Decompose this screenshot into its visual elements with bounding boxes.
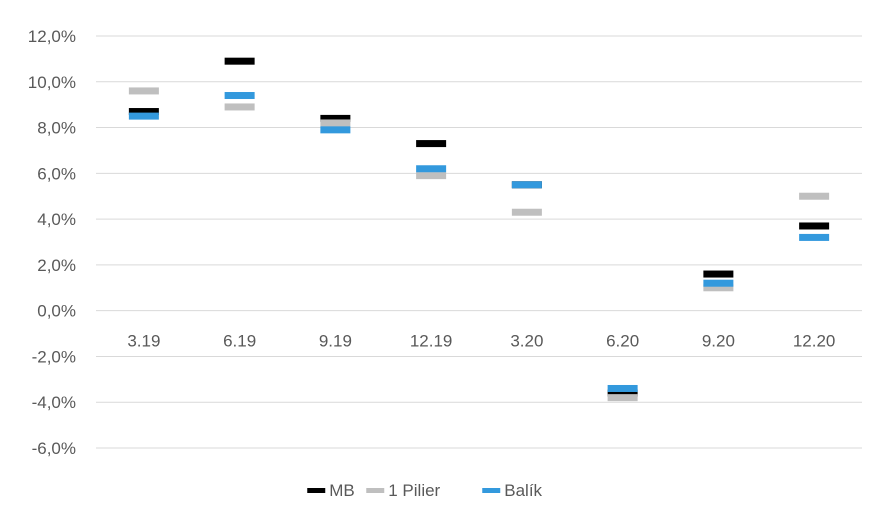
y-axis-ticks: -6,0% -4,0% -2,0% 0,0% 2,0% 4,0% 6,0% 8,0% 10,0%…	[28, 27, 76, 458]
gridlines	[96, 35, 862, 449]
marker-bal-k-2	[320, 126, 351, 134]
y-tick-label: 4,0%	[37, 210, 76, 229]
x-tick-label: 12.19	[410, 332, 453, 351]
y-tick-label: 6,0%	[37, 164, 76, 183]
x-tick-label: 6.19	[223, 332, 256, 351]
marker-bal-k-6	[703, 279, 734, 287]
marker-mb-1	[224, 57, 255, 65]
marker-bal-k-3	[416, 165, 447, 173]
marker-bal-k-4	[511, 181, 542, 189]
y-tick-label: -4,0%	[32, 393, 76, 412]
legend-label: MB	[329, 481, 355, 500]
x-tick-label: 9.20	[702, 332, 735, 351]
marker-mb-6	[703, 270, 734, 278]
y-tick-label: 8,0%	[37, 119, 76, 138]
y-tick-label: -2,0%	[32, 347, 76, 366]
y-tick-label: 12,0%	[28, 27, 76, 46]
marker-1-pilier-1	[224, 103, 255, 111]
marker-1-pilier-2	[320, 119, 351, 127]
marker-bal-k-7	[799, 233, 830, 241]
y-tick-label: 2,0%	[37, 256, 76, 275]
marker-mb-0	[128, 108, 159, 116]
marker-bal-k-5	[607, 384, 638, 392]
x-tick-label: 12.20	[793, 332, 836, 351]
marker-1-pilier-3	[416, 172, 447, 180]
marker-1-pilier-0	[128, 87, 159, 95]
marker-mb-2	[320, 114, 351, 122]
marker-1-pilier-5	[607, 394, 638, 402]
y-tick-label: -6,0%	[32, 439, 76, 458]
legend-swatch	[307, 488, 326, 493]
marker-mb-5	[607, 389, 638, 397]
marker-1-pilier-4	[511, 208, 542, 216]
x-tick-label: 9.19	[319, 332, 352, 351]
marker-mb-7	[799, 222, 830, 230]
legend-swatch	[482, 488, 501, 493]
marker-1-pilier-7	[799, 192, 830, 200]
marker-1-pilier-6	[703, 284, 734, 292]
x-tick-label: 6.20	[606, 332, 639, 351]
legend-label: 1 Pilier	[388, 481, 440, 500]
legend-label: Balík	[504, 481, 542, 500]
marker-bal-k-0	[128, 112, 159, 120]
y-tick-label: 0,0%	[37, 302, 76, 321]
y-tick-label: 10,0%	[28, 73, 76, 92]
legend: MB 1 Pilier Balík	[307, 481, 543, 500]
x-tick-label: 3.19	[127, 332, 160, 351]
marker-mb-3	[416, 140, 447, 148]
legend-swatch	[366, 488, 385, 493]
x-axis-ticks: 3.19 6.19 9.19 12.19 3.20 6.20 9.20 12.20	[127, 332, 835, 351]
x-tick-label: 3.20	[510, 332, 543, 351]
data-marks	[128, 57, 830, 402]
marker-bal-k-1	[224, 92, 255, 100]
